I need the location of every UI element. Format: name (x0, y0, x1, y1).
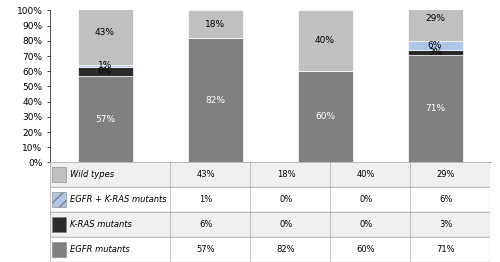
Text: 1%: 1% (200, 195, 212, 204)
FancyBboxPatch shape (52, 242, 66, 257)
Text: 29%: 29% (425, 14, 445, 23)
Text: 57%: 57% (95, 115, 115, 124)
Text: EGFR mutants: EGFR mutants (70, 245, 130, 254)
FancyBboxPatch shape (52, 192, 66, 207)
Text: 71%: 71% (436, 245, 456, 254)
FancyBboxPatch shape (52, 217, 66, 232)
Text: 43%: 43% (95, 28, 115, 37)
Text: 40%: 40% (357, 170, 375, 179)
Bar (408, 41, 463, 50)
FancyBboxPatch shape (50, 237, 490, 262)
Text: 6%: 6% (440, 195, 452, 204)
Text: 60%: 60% (356, 245, 376, 254)
Text: 0%: 0% (280, 195, 292, 204)
Bar (188, 10, 242, 38)
Bar (408, 54, 463, 162)
FancyBboxPatch shape (52, 167, 66, 182)
Text: 18%: 18% (276, 170, 295, 179)
Text: 1%: 1% (98, 62, 112, 70)
Bar (78, 76, 132, 162)
Text: 18%: 18% (205, 20, 225, 29)
Text: Wild types: Wild types (70, 170, 114, 179)
Bar (408, 50, 463, 54)
Text: 82%: 82% (276, 245, 295, 254)
Text: 57%: 57% (196, 245, 216, 254)
Text: 43%: 43% (196, 170, 216, 179)
Text: 0%: 0% (360, 220, 372, 229)
Bar (78, 0, 132, 65)
Text: 0%: 0% (360, 195, 372, 204)
Bar (298, 71, 352, 162)
Text: 3%: 3% (428, 48, 442, 57)
Text: K-RAS mutants: K-RAS mutants (70, 220, 132, 229)
Text: 40%: 40% (315, 36, 335, 45)
Text: 29%: 29% (437, 170, 455, 179)
FancyBboxPatch shape (50, 187, 490, 212)
FancyBboxPatch shape (50, 212, 490, 237)
Text: 6%: 6% (200, 220, 212, 229)
Bar (78, 65, 132, 67)
Bar (408, 0, 463, 41)
Text: 6%: 6% (428, 41, 442, 50)
Text: 82%: 82% (205, 96, 225, 105)
Text: 60%: 60% (315, 112, 335, 121)
Text: 3%: 3% (440, 220, 452, 229)
Text: 0%: 0% (280, 220, 292, 229)
Text: 6%: 6% (98, 67, 112, 76)
FancyBboxPatch shape (50, 162, 490, 187)
Bar (298, 10, 352, 71)
Bar (188, 38, 242, 162)
Text: 71%: 71% (425, 104, 445, 113)
Text: EGFR + K-RAS mutants: EGFR + K-RAS mutants (70, 195, 166, 204)
Bar (78, 67, 132, 76)
